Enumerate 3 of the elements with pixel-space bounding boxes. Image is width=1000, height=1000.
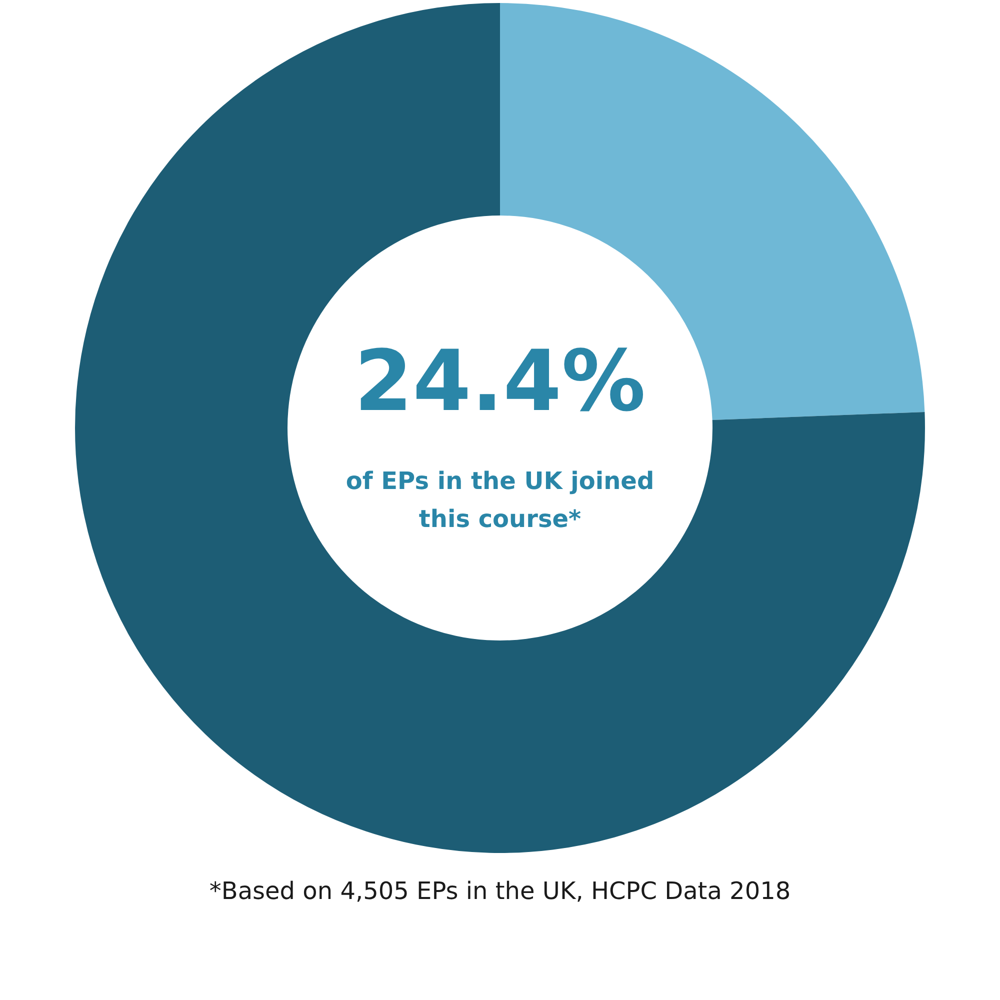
text: *Based on 4,505 EPs in the UK, HCPC Data 2018 [209, 877, 791, 906]
data-label: 24.4% [354, 332, 646, 430]
text: of EPs in the UK joined this course* [346, 467, 654, 534]
